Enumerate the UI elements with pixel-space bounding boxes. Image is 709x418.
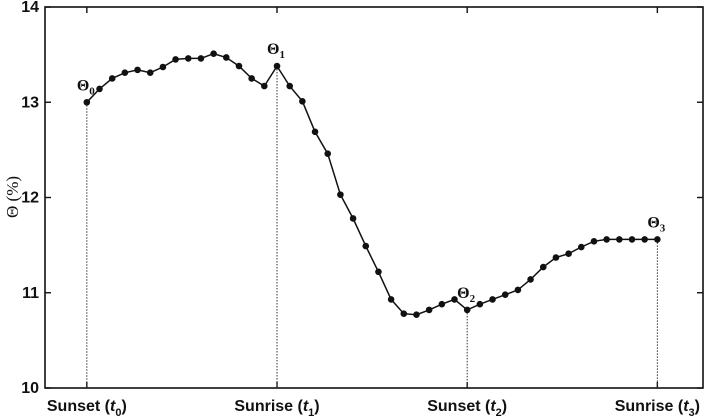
theta-annotation: Θ1 [267,41,285,61]
y-tick-label: 11 [22,285,39,302]
data-point [527,276,534,283]
data-point [248,75,255,82]
data-point [463,306,471,314]
data-point [210,50,217,57]
data-point [286,82,293,90]
data-point [172,56,179,63]
data-point [501,291,509,298]
data-point [324,150,332,157]
data-point [375,268,382,276]
data-point [603,236,610,243]
data-point [565,250,572,257]
x-ticks: Sunset (t0) Sunrise (t1) Sunset (t2) Sunris… [47,7,700,418]
y-ticks: 10 11 12 13 14 [21,0,703,397]
data-point [413,311,420,318]
data-point [311,128,319,136]
theta-annotation: Θ0 [77,77,95,97]
y-tick-label: 10 [21,380,39,397]
data-point [628,236,636,243]
data-point [235,62,243,70]
data-point [425,306,433,314]
theta-annotation: Θ2 [457,285,475,305]
data-point [387,296,395,303]
data-point [552,254,560,261]
data-point [108,75,116,82]
data-point [349,215,357,222]
data-point [476,300,484,308]
data-point [337,191,344,198]
data-point [197,55,205,62]
data-point [539,263,547,271]
data-point [159,63,167,71]
data-point [134,66,141,74]
annotations: Θ0 Θ1 Θ2 Θ3 [77,41,666,305]
series-line [86,52,658,316]
data-point [261,82,268,90]
data-point [654,236,661,243]
data-point [222,54,230,61]
data-point [616,236,623,243]
x-tick-label: Sunrise (t1) [234,398,319,418]
data-point [577,243,585,251]
data-point [590,238,598,245]
data-point [451,296,458,303]
y-tick-label: 13 [21,94,39,111]
y-tick-label: 14 [21,0,39,16]
data-point [299,97,306,105]
drop-lines [86,66,658,388]
y-tick-label: 12 [21,190,39,207]
data-point [96,85,103,93]
x-tick-label: Sunrise (t3) [615,398,700,418]
x-tick-label: Sunset (t2) [427,398,507,418]
data-point [184,55,192,62]
data-points [83,50,661,318]
theta-annotation: Θ3 [647,214,665,234]
plot-frame [44,6,704,389]
data-point [146,69,154,77]
data-point [641,236,648,243]
y-axis-title: Θ (%) [3,176,22,218]
data-point [362,242,370,250]
data-point [400,310,408,318]
data-point [121,69,129,77]
x-tick-label: Sunset (t0) [47,398,127,418]
data-point [273,62,281,70]
data-point [83,98,91,106]
data-point [489,296,496,303]
data-point [438,300,446,308]
data-point [514,286,522,294]
